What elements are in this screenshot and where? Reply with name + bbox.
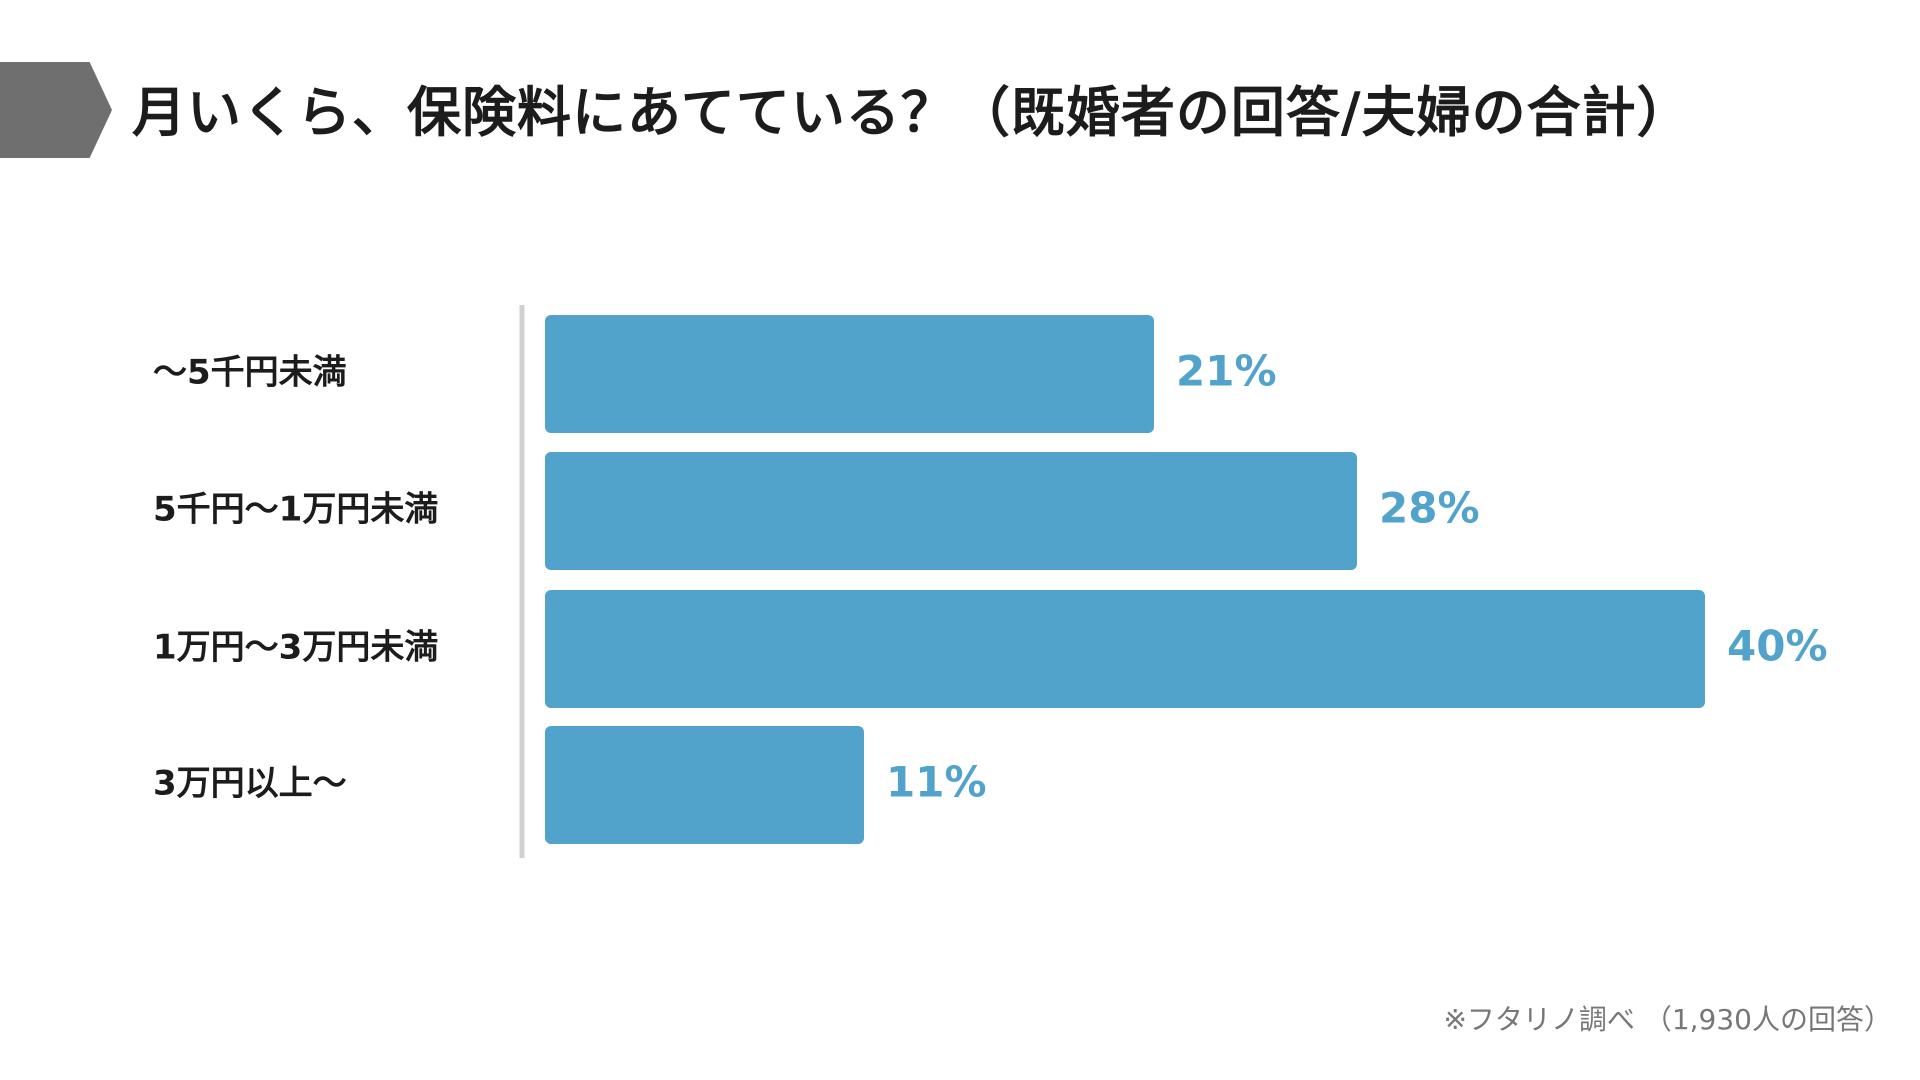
category-label: 5千円〜1万円未満	[153, 490, 438, 530]
header-chevron-marker	[0, 62, 112, 158]
bar	[545, 452, 1357, 570]
category-label: 3万円以上〜	[153, 764, 347, 804]
category-label: 〜5千円未満	[153, 353, 347, 393]
data-label: 21%	[1176, 347, 1277, 396]
category-label: 1万円〜3万円未満	[153, 628, 438, 668]
bar	[545, 315, 1154, 433]
source-footnote: ※フタリノ調べ （1,930人の回答）	[1443, 1003, 1892, 1036]
data-label: 28%	[1379, 484, 1480, 533]
bar	[545, 726, 864, 844]
data-label: 11%	[886, 758, 987, 807]
data-label: 40%	[1727, 622, 1828, 671]
bar	[545, 590, 1705, 708]
chart-title: 月いくら、保険料にあてている？（既婚者の回答/夫婦の合計）	[132, 81, 1692, 144]
